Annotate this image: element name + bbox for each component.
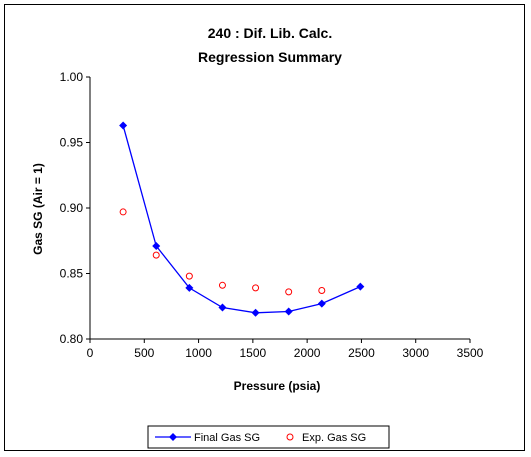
final-gas-sg-point [152, 241, 161, 250]
legend-exp-label: Exp. Gas SG [302, 432, 366, 444]
final-gas-sg-point [185, 283, 194, 292]
chart-frame [4, 4, 525, 451]
x-tick-label: 1000 [185, 346, 212, 360]
x-tick-label: 2500 [348, 346, 375, 360]
exp-gas-sg-point [185, 272, 193, 280]
final-gas-sg-point [284, 307, 293, 316]
series-final-line [122, 125, 361, 314]
y-tick-label: 0.95 [60, 136, 84, 150]
final-gas-sg-point [251, 308, 260, 317]
exp-gas-sg-point [285, 288, 293, 296]
x-tick-label: 3500 [457, 346, 484, 360]
x-tick-label: 2000 [294, 346, 321, 360]
final-gas-sg-point [356, 282, 365, 291]
y-axis-title: Gas SG (Air = 1) [31, 163, 45, 255]
y-tick-label: 0.85 [60, 267, 84, 281]
chart-title: 240 : Dif. Lib. Calc. [208, 25, 332, 41]
legend-exp-marker [286, 433, 294, 441]
y-tick-label: 1.00 [60, 70, 84, 84]
final-gas-sg-point [218, 303, 227, 312]
legend-entry-final: Final Gas SG [155, 432, 260, 444]
final-gas-sg-point [119, 121, 128, 130]
final-gas-sg-point [317, 299, 326, 308]
axes: 0 500 1000 1500 2000 2500 3000 3500 0.80 0.85 0.90… [60, 70, 484, 360]
x-tick-label: 500 [134, 346, 154, 360]
chart-subtitle: Regression Summary [198, 49, 342, 65]
exp-gas-sg-point [252, 284, 260, 292]
exp-gas-sg-point [218, 281, 226, 289]
x-tick-label: 0 [87, 346, 94, 360]
x-tick-label: 3000 [402, 346, 429, 360]
legend-entry-exp: Exp. Gas SG [286, 432, 366, 444]
x-axis-title: Pressure (psia) [234, 379, 321, 393]
plot-area [119, 121, 365, 317]
exp-gas-sg-point [119, 208, 127, 216]
y-tick-label: 0.90 [60, 201, 84, 215]
legend-final-label: Final Gas SG [194, 432, 260, 444]
exp-gas-sg-point [152, 251, 160, 259]
legend-final-marker [169, 433, 177, 441]
y-tick-label: 0.80 [60, 332, 84, 346]
x-tick-label: 1500 [240, 346, 267, 360]
legend-box [147, 425, 390, 449]
exp-gas-sg-point [318, 287, 326, 295]
